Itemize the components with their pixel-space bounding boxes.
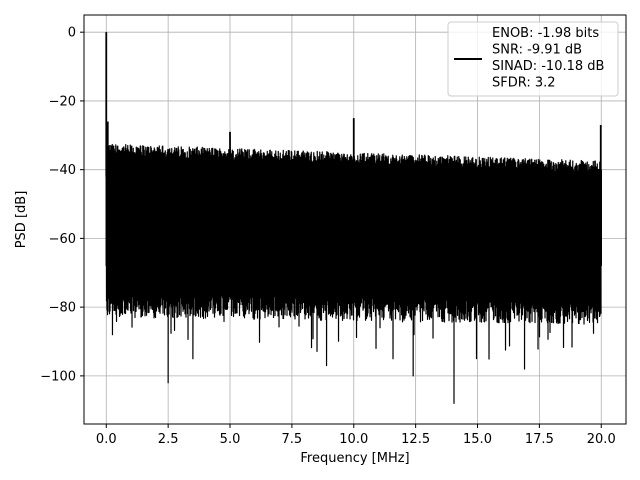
y-tick-label: 0 (68, 26, 76, 41)
x-tick-label: 5.0 (220, 432, 241, 447)
x-tick-label: 12.5 (401, 432, 430, 447)
psd-trace (105, 32, 603, 404)
x-tick-label: 15.0 (463, 432, 492, 447)
x-tick-label: 17.5 (525, 432, 554, 447)
legend: ENOB: -1.98 bits SNR: -9.91 dB SINAD: -1… (447, 21, 619, 97)
legend-line-sinad: SINAD: -10.18 dB (492, 59, 604, 74)
x-tick-label: 20.0 (587, 432, 616, 447)
x-axis-title: Frequency [MHz] (300, 451, 409, 466)
y-tick-label: −80 (49, 301, 76, 316)
y-tick-label: −40 (49, 163, 76, 178)
y-tick-label: −100 (40, 369, 76, 384)
x-axis: 0.0 2.5 5.0 7.5 10.0 12.5 15.0 17.5 20.0 (96, 424, 616, 447)
x-tick-label: 2.5 (158, 432, 179, 447)
legend-line-sfdr: SFDR: 3.2 (492, 76, 556, 91)
x-tick-label: 0.0 (96, 432, 117, 447)
y-tick-label: −20 (49, 94, 76, 109)
legend-line-snr: SNR: -9.91 dB (492, 43, 582, 58)
x-tick-label: 10.0 (339, 432, 368, 447)
plot-frame (83, 14, 627, 425)
y-axis-title: PSD [dB] (14, 191, 29, 249)
legend-box (447, 21, 619, 97)
legend-line-enob: ENOB: -1.98 bits (492, 26, 599, 41)
y-axis: 0 −20 −40 −60 −80 −100 (40, 26, 84, 384)
x-tick-label: 7.5 (282, 432, 303, 447)
y-tick-label: −60 (49, 232, 76, 247)
